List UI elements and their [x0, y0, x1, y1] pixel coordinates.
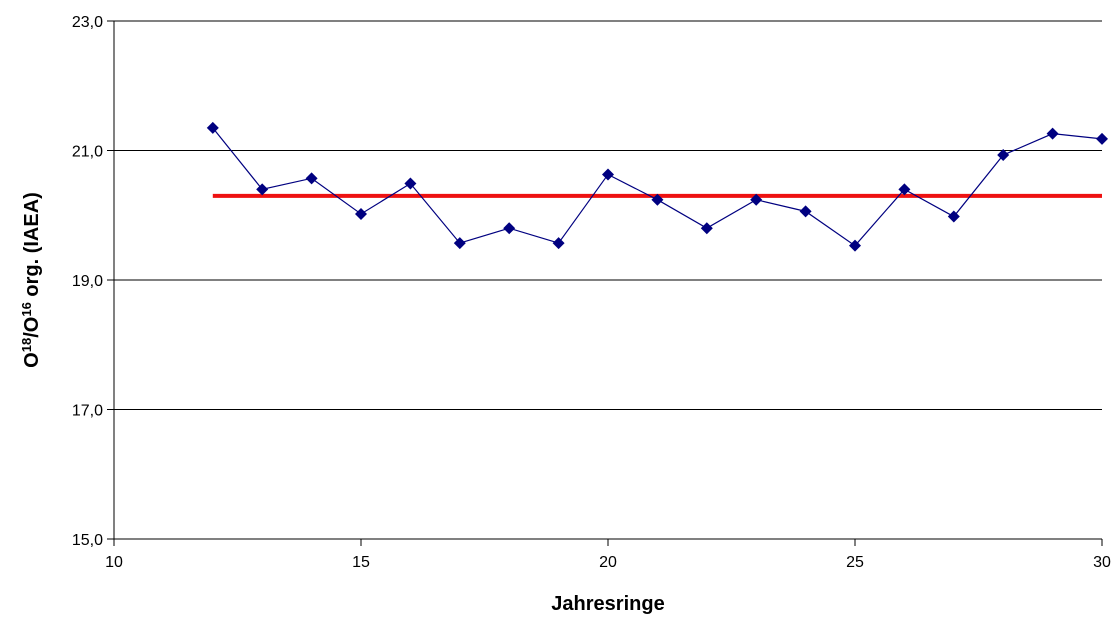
series-layer	[206, 121, 1108, 252]
data-point	[700, 222, 713, 235]
data-point	[552, 237, 565, 250]
y-axis-title-superscript: 16	[19, 302, 34, 316]
y-axis-title-part: /O	[21, 317, 43, 338]
x-axis-title: Jahresringe	[551, 593, 664, 615]
x-tick-label: 30	[1093, 554, 1111, 571]
data-point	[651, 193, 664, 206]
x-tick-label: 25	[846, 554, 864, 571]
series-line	[212, 127, 1103, 247]
data-point	[453, 237, 466, 250]
data-point	[947, 210, 960, 223]
y-tick-label: 21,0	[72, 144, 103, 161]
x-axis: 10 15 20 25 30	[105, 539, 1111, 571]
y-tick-label: 19,0	[72, 273, 103, 290]
data-point	[849, 239, 861, 252]
y-axis-title-part: org. (IAEA)	[21, 192, 43, 302]
data-point	[355, 207, 367, 220]
x-tick-label: 15	[352, 554, 370, 571]
data-point	[1046, 127, 1059, 140]
data-point	[206, 121, 219, 134]
data-point	[602, 168, 614, 181]
data-point	[997, 149, 1010, 162]
data-point	[503, 222, 516, 235]
data-point	[898, 183, 911, 196]
y-tick-label: 15,0	[72, 532, 103, 549]
data-point	[750, 193, 763, 206]
x-tick-label: 20	[599, 554, 617, 571]
y-axis: 15,0 17,0 19,0 21,0 23,0	[72, 14, 114, 549]
data-point	[256, 183, 269, 196]
gridlines	[114, 20, 1102, 540]
data-point	[799, 205, 812, 218]
x-tick-label: 10	[105, 554, 123, 571]
data-point	[305, 172, 318, 185]
data-point	[404, 177, 417, 190]
data-point	[1096, 132, 1108, 145]
y-tick-label: 17,0	[72, 403, 103, 420]
y-axis-title: O18/O16 org. (IAEA)	[19, 192, 44, 368]
y-tick-label: 23,0	[72, 14, 103, 31]
y-axis-title-part: O	[21, 352, 43, 368]
y-axis-title-superscript: 18	[19, 338, 34, 352]
